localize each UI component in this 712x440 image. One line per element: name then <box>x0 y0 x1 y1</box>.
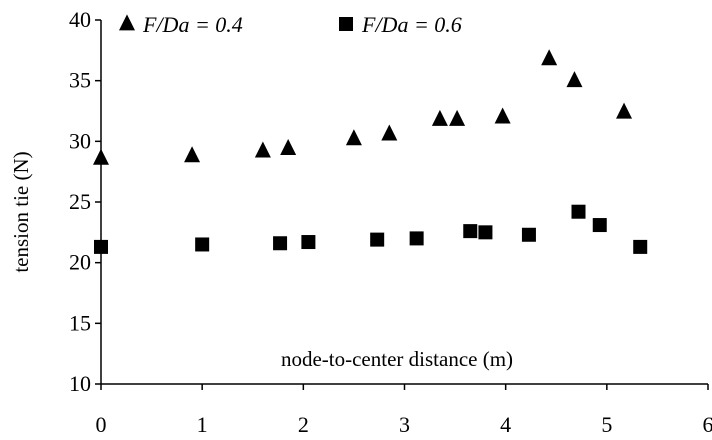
triangle-point <box>431 109 448 126</box>
legend-triangle-marker <box>119 14 135 31</box>
y-tick-label: 20 <box>69 250 91 275</box>
triangle-point <box>345 129 362 146</box>
y-tick-label: 10 <box>69 371 91 396</box>
axes <box>100 20 708 385</box>
square-point <box>463 224 478 239</box>
triangle-point <box>280 139 297 156</box>
triangle-point <box>184 146 201 163</box>
x-axis-title: node-to-center distance (m) <box>281 347 513 371</box>
square-point <box>521 227 536 242</box>
square-point <box>478 225 493 240</box>
x-tick-label: 5 <box>601 412 612 437</box>
square-point <box>409 231 424 246</box>
x-tick-label: 0 <box>96 412 107 437</box>
triangle-point <box>93 148 109 165</box>
square-point <box>633 239 648 254</box>
square-point <box>301 235 316 250</box>
square-point <box>273 236 288 251</box>
series-square <box>94 204 648 254</box>
triangle-point <box>254 141 271 158</box>
triangle-point <box>541 49 558 66</box>
square-point <box>195 237 210 252</box>
legend-label: F/Da = 0.6 <box>361 12 462 37</box>
y-tick-label: 15 <box>69 310 91 335</box>
x-ticks: 0 1 2 3 4 5 6 <box>96 384 712 437</box>
triangle-point <box>566 71 583 88</box>
y-tick-label: 25 <box>69 189 91 214</box>
x-tick-label: 6 <box>703 412 712 437</box>
y-tick-label: 30 <box>69 128 91 153</box>
triangle-point <box>381 124 398 141</box>
series-triangle <box>93 49 633 165</box>
y-ticks: 10 15 20 25 30 35 40 <box>69 7 101 396</box>
square-point <box>94 239 108 254</box>
legend: F/Da = 0.4 F/Da = 0.6 <box>119 12 462 37</box>
y-tick-label: 35 <box>69 68 91 93</box>
x-tick-label: 3 <box>399 412 410 437</box>
y-axis-title: tension tie (N) <box>9 151 33 272</box>
x-tick-label: 4 <box>500 412 511 437</box>
y-tick-label: 40 <box>69 7 91 32</box>
square-point <box>370 232 385 247</box>
triangle-point <box>449 109 466 126</box>
data-points <box>93 49 648 254</box>
triangle-point <box>616 102 633 119</box>
x-tick-label: 2 <box>298 412 309 437</box>
square-point <box>592 218 607 233</box>
legend-square-marker <box>339 17 353 31</box>
x-tick-label: 1 <box>197 412 208 437</box>
triangle-point <box>494 107 511 124</box>
legend-label: F/Da = 0.4 <box>142 12 243 37</box>
square-point <box>571 204 586 219</box>
